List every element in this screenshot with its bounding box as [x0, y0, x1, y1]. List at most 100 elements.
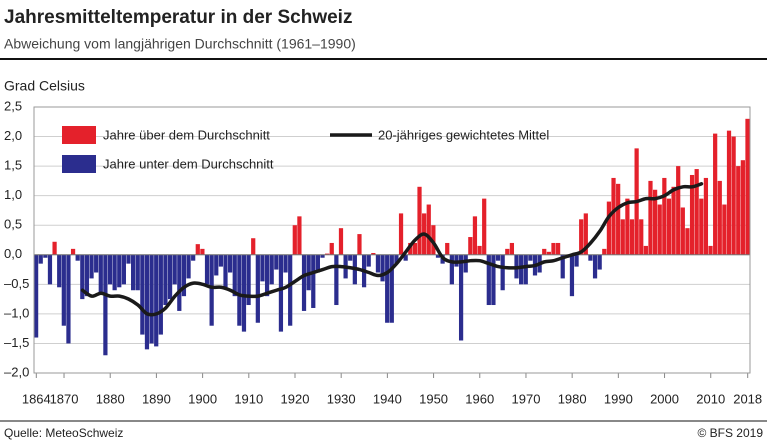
bar	[426, 204, 431, 255]
bar	[66, 254, 71, 344]
chart-title: Jahresmitteltemperatur in der Schweiz	[4, 7, 352, 28]
bar	[126, 254, 131, 264]
x-tick-label: 1880	[96, 391, 125, 406]
x-tick-label: 1910	[234, 391, 263, 406]
bar	[38, 254, 43, 264]
bar	[486, 254, 491, 306]
bar	[89, 254, 94, 279]
bar	[500, 254, 505, 291]
bar	[546, 251, 551, 255]
y-tick-label: 1,5	[4, 158, 22, 173]
bar	[218, 254, 223, 267]
bar	[445, 242, 450, 255]
bar	[611, 177, 616, 255]
bar	[131, 254, 136, 291]
bar	[495, 254, 501, 261]
bar	[43, 254, 48, 258]
bar	[140, 254, 145, 335]
bar	[251, 238, 256, 255]
bar	[745, 118, 750, 255]
bar	[163, 254, 168, 306]
bar	[57, 254, 62, 288]
x-tick-label: 2018	[733, 391, 762, 406]
x-tick-label: 1890	[142, 391, 171, 406]
bar	[703, 177, 709, 255]
x-tick-label: 1970	[512, 391, 541, 406]
y-tick-label: 1,0	[4, 187, 22, 202]
bar	[491, 254, 496, 306]
bar	[375, 254, 381, 273]
bar	[292, 225, 297, 255]
bar	[209, 254, 214, 326]
bar	[52, 241, 57, 255]
legend-label: Jahre über dem Durchschnitt	[103, 127, 270, 142]
bar	[417, 186, 422, 255]
bar	[329, 242, 334, 255]
bar	[505, 248, 510, 255]
y-tick-label: 0,0	[4, 246, 22, 261]
bar	[671, 186, 676, 255]
bar	[278, 254, 284, 332]
y-tick-label: –2,0	[4, 364, 29, 379]
y-tick-label: –1,0	[4, 305, 29, 320]
x-tick-label: 1950	[419, 391, 448, 406]
bar	[449, 254, 454, 285]
bar	[602, 248, 607, 255]
bar	[408, 242, 413, 255]
bar	[348, 254, 353, 261]
source: Quelle: MeteoSchweiz	[4, 426, 123, 440]
x-tick-label: 1870	[50, 391, 79, 406]
bar	[477, 245, 482, 255]
bar	[195, 244, 200, 255]
bar	[237, 254, 242, 326]
bar	[264, 254, 270, 297]
bar	[366, 254, 371, 267]
credit: © BFS 2019	[697, 426, 763, 440]
bar	[98, 254, 103, 294]
bar	[569, 254, 575, 297]
y-tick-label: 2,5	[4, 98, 22, 113]
x-tick-label: 1990	[604, 391, 633, 406]
bar	[555, 242, 561, 255]
bar	[371, 253, 376, 255]
bar	[117, 254, 122, 288]
bar	[398, 213, 404, 255]
bar	[34, 254, 39, 338]
bar	[657, 204, 662, 255]
bar	[699, 198, 704, 255]
bar	[149, 254, 154, 344]
bar	[736, 166, 741, 255]
bar	[666, 198, 672, 255]
bar	[80, 254, 85, 300]
bar	[458, 254, 464, 341]
bar	[509, 242, 515, 255]
bar	[639, 219, 644, 255]
bar	[625, 198, 630, 255]
bar	[214, 254, 219, 276]
bar	[694, 169, 699, 255]
bar	[385, 254, 390, 323]
bar	[144, 254, 150, 350]
bar	[722, 204, 727, 255]
bar	[186, 254, 191, 279]
bar	[103, 254, 108, 356]
legend-label: 20-jähriges gewichtetes Mittel	[378, 127, 549, 142]
bar	[726, 130, 732, 255]
bar	[685, 228, 690, 255]
bar	[232, 254, 237, 297]
bar	[191, 254, 196, 261]
bar	[297, 216, 302, 255]
x-tick-label: 1920	[281, 391, 310, 406]
bar	[283, 254, 288, 273]
bar	[47, 254, 53, 285]
bar	[435, 254, 441, 258]
bar	[652, 189, 658, 255]
bar	[70, 248, 76, 255]
x-tick-label: 1940	[373, 391, 402, 406]
bar	[523, 254, 528, 285]
bar	[94, 254, 99, 273]
bar	[482, 198, 487, 255]
bar	[606, 201, 612, 255]
bar	[75, 254, 80, 261]
